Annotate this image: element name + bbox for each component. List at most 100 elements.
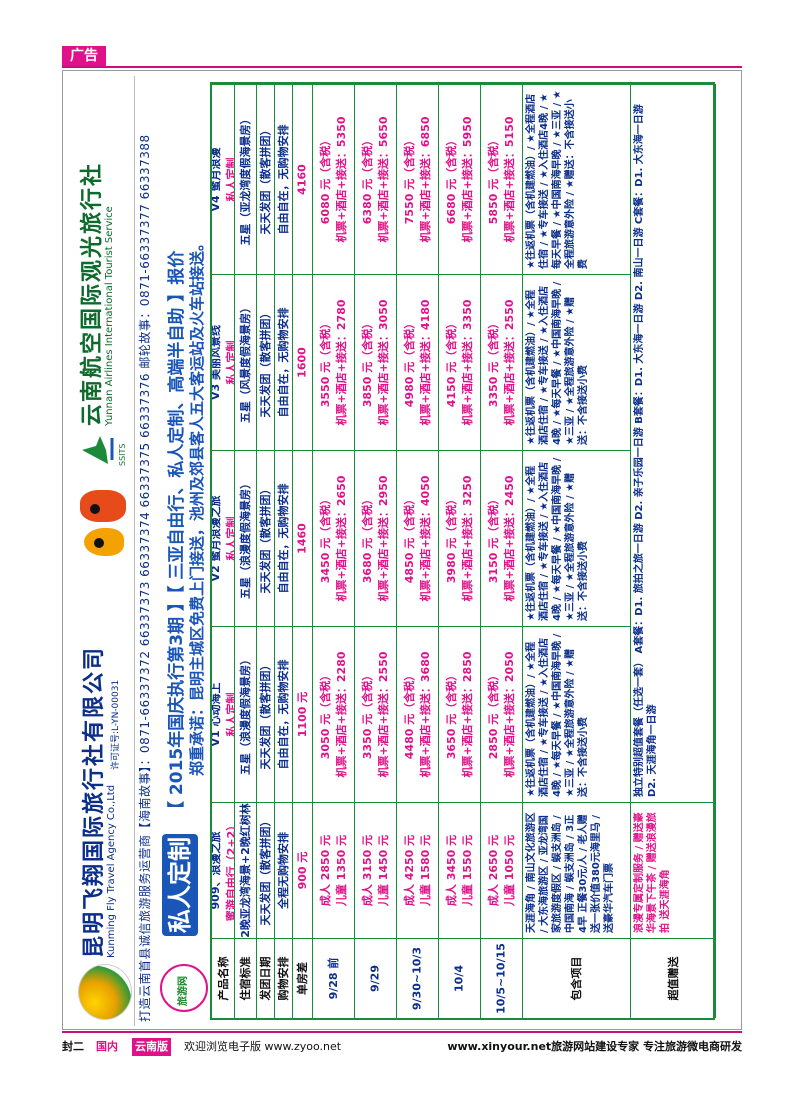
price-sub: 机票+酒店+接送：2780: [335, 299, 348, 426]
row-header-text: 9/29: [368, 965, 382, 992]
product-cell-content: 7550 元（含税） 机票+酒店+接送：6850: [401, 85, 433, 274]
product-name: V2 蜜月浪漫之旅: [212, 495, 222, 582]
product-hotel: 五星（浪漫度假海景房）: [239, 654, 252, 775]
row-header-text: 产品名称: [217, 956, 230, 1001]
product-cell: ★往返机票（含机建燃油）/ ★全程酒店住宿 / ★专车接送 / ★入住酒店4晚 …: [522, 626, 630, 802]
product-cell: 4160: [292, 84, 312, 274]
product-name-sub: 私人定制: [225, 157, 234, 202]
price-sub: 机票+酒店+接送：2550: [377, 651, 390, 778]
product-single: 900 元: [296, 851, 309, 890]
company-logo-block: 昆明飞翔国际旅行社有限公司 Kunming Fly Travel Agency …: [72, 590, 134, 1020]
price-sub: 机票+酒店+接送：5950: [461, 116, 474, 243]
table-row: 住宿标准 2晚亚龙湾海景+2晚红树林 五星（浪漫度假海景房） 五星（浪漫度假海景房） 五…: [234, 84, 257, 1018]
product-cell-content: 3680 元（含税） 机票+酒店+接送：2950: [359, 451, 391, 626]
row-header-label: 10/4: [453, 939, 466, 1018]
price-main: 4150 元（含税）: [445, 317, 458, 408]
table-row: 单房差 900 元 1100 元 1460 1600 4160: [292, 84, 313, 1018]
row-header-text: 9/28 前: [327, 957, 340, 1000]
included-items: ★往返机票（含机建燃油）/ ★全程酒店住宿 / ★专车接送 / ★入住酒店4晚 …: [526, 90, 589, 269]
product-cell-content: 6080 元（含税） 机票+酒店+接送：5350: [317, 85, 349, 274]
row-header-text: 购物安排: [277, 956, 290, 1001]
product-cell-content: 成人 3150 元儿童 1450 元: [359, 803, 391, 938]
price-main: 2850 元（含税）: [487, 669, 500, 760]
table-row: 购物安排 全程无购物安排 自由自在，无购物安排 自由自在，无购物安排 自由自在，无购物安…: [274, 84, 293, 1018]
product-dates: 天天发团（散客拼团）: [259, 124, 272, 235]
product-name-sub: 私人定制: [225, 516, 234, 561]
price-sub: 机票+酒店+接送：4050: [419, 475, 432, 602]
product-cell-content: 自由自在，无购物安排: [275, 275, 291, 450]
row-header-label: 单房差: [294, 939, 310, 1018]
product-cell-content: 2晚亚龙湾海景+2晚红树林: [237, 803, 253, 938]
product-dates: 天天发团（散客拼团）: [259, 307, 272, 418]
product-cell: ★往返机票（含机建燃油）/ ★全程酒店住宿 / ★专车接送 / ★入住酒店4晚 …: [522, 450, 630, 626]
price-main: 3650 元（含税）: [445, 669, 458, 760]
row-header-label: 超值赠送: [665, 939, 681, 1018]
price-sub: 儿童 1450 元: [377, 834, 390, 907]
row-header: 产品名称: [212, 938, 234, 1018]
price-sub: 机票+酒店+接送：2050: [503, 651, 516, 778]
product-cell-content: 4980 元（含税） 机票+酒店+接送：4180: [401, 275, 433, 450]
product-cell: 3350 元（含税） 机票+酒店+接送：2550: [354, 626, 396, 802]
product-cell-content: 3350 元（含税） 机票+酒店+接送：2550: [359, 627, 391, 802]
table-row: 发团日期 天天发团（散客拼团） 天天发团（散客拼团） 天天发团（散客拼团） 天天发团（散…: [256, 84, 275, 1018]
product-cell: 自由自在，无购物安排: [274, 626, 292, 802]
product-cell: 4150 元（含税） 机票+酒店+接送：3350: [438, 274, 480, 450]
headline: 【 2015年国庆执行第3期 】【 三亚自由行、私人定制、高端半自助 】报价: [167, 250, 187, 818]
product-cell-content: 成人 4250 元儿童 1580 元: [401, 803, 433, 938]
row-header-text: 超值赠送: [666, 956, 680, 1001]
product-cell-content: 天天发团（散客拼团）: [257, 803, 273, 938]
product-cell-content: 五星（风景度假海景房）: [237, 275, 253, 450]
private-custom-tag: 私人定制: [162, 834, 198, 936]
price-sub: 机票+酒店+接送：2280: [335, 651, 348, 778]
product-cell-content: 3350 元（含税） 机票+酒店+接送：2550: [485, 275, 517, 450]
row-header-label: 住宿标准: [237, 939, 253, 1018]
product-cell-content: 2850 元（含税） 机票+酒店+接送：2050: [485, 627, 517, 802]
product-cell: 成人 3150 元儿童 1450 元: [354, 802, 396, 938]
sub-logo-text: 旅游网: [178, 976, 189, 1006]
product-cell-content: 自由自在，无购物安排: [275, 85, 291, 274]
product-name-sub: 私人定制: [225, 692, 234, 737]
product-cell: V3 美丽风景线 私人定制: [212, 274, 234, 450]
product-cell-content: 4150 元（含税） 机票+酒店+接送：3350: [443, 275, 475, 450]
bonus-v-cell: 独立特别超值套餐（任选一套） A套餐：D1. 旅拍之旅一日游 D2. 亲子乐园一…: [630, 84, 715, 802]
product-cell: 5850 元（含税） 机票+酒店+接送：5150: [480, 84, 522, 274]
airline-english-name: Yunnan Airlines International Tourist Se…: [104, 206, 115, 426]
product-cell-content: 天天发团（散客拼团）: [257, 275, 273, 450]
product-cell: 天天发团（散客拼团）: [256, 626, 274, 802]
airline-logo-icon: [78, 434, 118, 466]
product-cell-content: 900 元: [294, 803, 310, 938]
product-shopping: 自由自在，无购物安排: [277, 307, 290, 418]
price-sub: 机票+酒店+接送：6850: [419, 116, 432, 243]
product-cell: 五星（浪漫度假海景房）: [234, 450, 256, 626]
product-cell: 五星（浪漫度假海景房）: [234, 626, 256, 802]
product-cell: V4 蜜月浪漫 私人定制: [212, 84, 234, 274]
row-header-label: 发团日期: [257, 939, 273, 1018]
price-sub: 机票+酒店+接送：2950: [377, 475, 390, 602]
product-cell: 2850 元（含税） 机票+酒店+接送：2050: [480, 626, 522, 802]
mascot-icon: [74, 486, 130, 556]
row-header: 包含项目: [522, 938, 630, 1018]
row-header: 单房差: [292, 938, 312, 1018]
product-dates: 天天发团（散客拼团）: [259, 659, 272, 770]
price-sub: 机票+酒店+接送：2550: [503, 299, 516, 426]
product-cell-content: 天天发团（散客拼团）: [257, 627, 273, 802]
product-cell-content: 4850 元（含税） 机票+酒店+接送：4050: [401, 451, 433, 626]
product-cell: 3150 元（含税） 机票+酒店+接送：2450: [480, 450, 522, 626]
product-hotel: 五星（风景度假海景房）: [239, 302, 252, 423]
airline-logo-block: SSITS 云南航空国际观光旅行社 Yunnan Airlines Intern…: [72, 76, 134, 466]
product-cell-content: 5850 元（含税） 机票+酒店+接送：5150: [485, 85, 517, 274]
product-cell: 6380 元（含税） 机票+酒店+接送：5650: [354, 84, 396, 274]
product-cell: V1 心动海上 私人定制: [212, 626, 234, 802]
ad-frame: 昆明飞翔国际旅行社有限公司 Kunming Fly Travel Agency …: [62, 70, 742, 1030]
product-cell: 天天发团（散客拼团）: [256, 84, 274, 274]
product-cell: 成人 2650 元儿童 1050 元: [480, 802, 522, 938]
price-sub: 机票+酒店+接送：5150: [503, 116, 516, 243]
product-cell-content: 成人 2850 元儿童 1350 元: [317, 803, 349, 938]
price-main: 3350 元（含税）: [361, 669, 374, 760]
company-license: 许可证号:L-YN-00031: [111, 679, 121, 770]
row-header-label: 10/5~10/15: [495, 939, 508, 1018]
price-main: 7550 元（含税）: [403, 134, 416, 225]
product-cell-content: 3450 元（含税） 机票+酒店+接送：2650: [317, 451, 349, 626]
product-cell-content: V1 心动海上 私人定制: [212, 627, 234, 802]
product-shopping: 自由自在，无购物安排: [277, 483, 290, 594]
